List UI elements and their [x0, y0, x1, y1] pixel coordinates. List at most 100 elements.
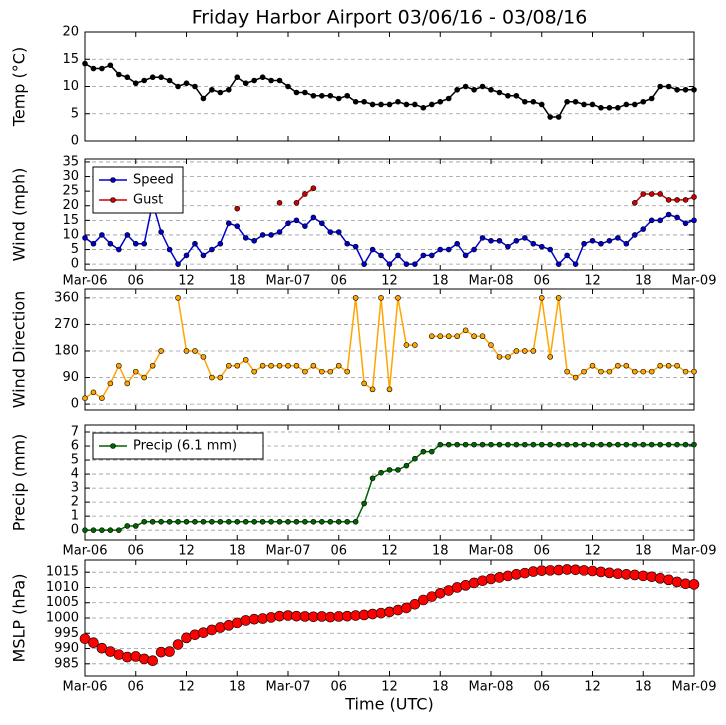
data-point [166, 518, 173, 525]
x-tick-label: 12 [178, 680, 195, 695]
data-point [225, 220, 232, 227]
data-point [344, 368, 351, 375]
x-tick-label: 18 [635, 274, 652, 289]
series-line [84, 350, 162, 400]
data-point [488, 441, 494, 448]
data-point [259, 232, 266, 238]
data-point [631, 441, 638, 448]
x-axis-label: Time (UTC) [344, 695, 433, 714]
data-point [564, 98, 570, 105]
x-tick-label: 12 [584, 680, 601, 695]
y-tick-label: 20 [62, 25, 79, 40]
legend-label: Gust [133, 193, 163, 208]
data-point [276, 518, 283, 525]
data-point [674, 362, 680, 369]
data-point [691, 368, 697, 375]
data-point [420, 448, 427, 455]
data-point [682, 220, 689, 227]
data-point [378, 469, 384, 476]
data-point [124, 74, 131, 81]
x-tick-label: 12 [381, 544, 398, 559]
data-point [631, 200, 638, 206]
data-point [682, 197, 689, 203]
plot-frame [84, 158, 695, 271]
data-point [293, 518, 300, 525]
data-point [319, 518, 325, 525]
data-point [462, 441, 469, 448]
data-point [107, 527, 114, 533]
y-tick-label: 4 [71, 467, 79, 482]
data-point [631, 368, 638, 375]
data-point [147, 655, 158, 667]
data-point [623, 240, 630, 247]
data-point [428, 101, 435, 108]
x-tick-label: 18 [432, 274, 449, 289]
data-point [454, 240, 460, 247]
data-point [640, 191, 647, 197]
data-point [200, 95, 207, 102]
data-point [251, 237, 257, 244]
data-point [386, 261, 393, 267]
data-point [488, 237, 494, 244]
y-tick-label: 25 [62, 184, 79, 199]
data-point [200, 252, 207, 259]
data-point [412, 455, 418, 462]
x-tick-label: 06 [127, 544, 144, 559]
data-point [657, 441, 663, 448]
data-point [335, 95, 342, 102]
data-point [665, 211, 672, 218]
data-point [268, 518, 274, 525]
data-point [640, 368, 647, 375]
data-point [462, 83, 469, 90]
data-point [522, 98, 528, 105]
data-point [327, 518, 334, 525]
y-tick-label: 0 [71, 134, 79, 149]
y-tick-label: 270 [54, 317, 79, 332]
data-point [623, 441, 630, 448]
data-point [90, 65, 97, 72]
data-point [640, 226, 647, 232]
data-point [462, 327, 469, 334]
data-point [674, 197, 680, 203]
x-tick-label: 18 [432, 544, 449, 559]
data-point [513, 348, 520, 354]
data-point [310, 92, 317, 99]
data-point [479, 333, 486, 340]
data-point [479, 441, 486, 448]
data-point [657, 362, 663, 369]
plot-frame [84, 288, 695, 411]
data-point [522, 348, 528, 354]
data-point [445, 441, 452, 448]
data-point [403, 261, 410, 267]
data-point [395, 252, 401, 259]
x-tick-label: Mar-08 [469, 274, 514, 289]
data-point [437, 246, 444, 253]
data-point [285, 518, 291, 525]
data-point [428, 252, 435, 259]
x-tick-label: Mar-08 [469, 544, 514, 559]
y-tick-label: 15 [62, 213, 79, 228]
data-point [682, 86, 689, 93]
x-tick-label: Mar-07 [266, 274, 311, 289]
data-point [412, 261, 418, 267]
data-point [327, 92, 334, 99]
data-point [82, 395, 88, 401]
data-point [403, 101, 410, 108]
data-point [276, 362, 283, 369]
data-point [572, 374, 579, 381]
data-point [116, 362, 122, 369]
data-point [581, 240, 587, 247]
data-point [606, 237, 613, 244]
data-point [302, 223, 308, 229]
x-tick-label: 18 [229, 544, 246, 559]
y-tick-label: 985 [54, 656, 79, 671]
data-point [581, 368, 587, 375]
data-point [471, 246, 477, 253]
data-point [665, 362, 672, 369]
data-point [412, 342, 418, 348]
data-point [606, 441, 613, 448]
data-point [437, 441, 444, 448]
data-point [99, 232, 105, 238]
y-tick-label: 5 [71, 242, 79, 257]
data-point [217, 374, 224, 381]
